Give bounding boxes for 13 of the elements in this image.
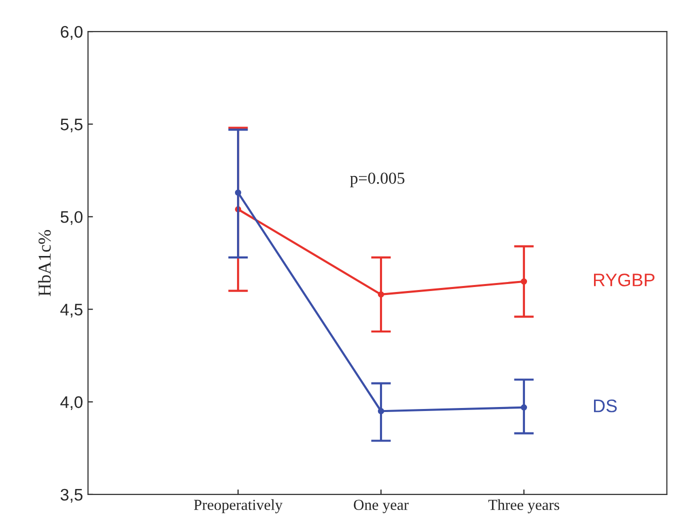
text: RYGBP: [594, 274, 654, 286]
y-axis-title: HbA1c%: [38, 230, 51, 296]
y-tick-label: 6,0: [60, 26, 82, 40]
x-tick-label: Preoperatively: [194, 499, 283, 514]
annotation: p=0.005: [350, 172, 404, 188]
text: DS: [594, 399, 617, 412]
x-tick-label: One year: [354, 500, 409, 514]
x-tick-label: Three years: [488, 499, 560, 514]
y-tick-label: 5,0: [60, 211, 82, 225]
y-tick-label: 4,0: [60, 396, 82, 410]
y-tick-label: 5,5: [60, 118, 82, 132]
y-tick-label: 4,5: [60, 304, 82, 318]
y-tick-label: 3,5: [60, 488, 82, 503]
